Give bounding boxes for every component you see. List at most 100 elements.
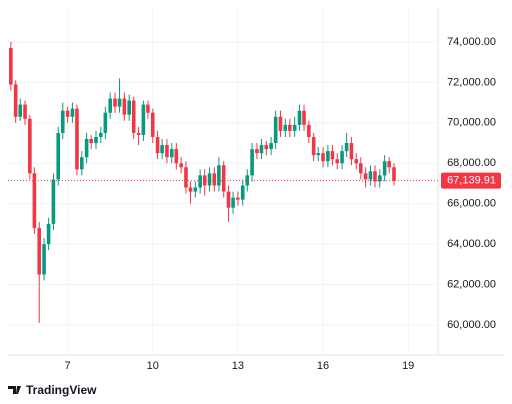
candle-body bbox=[344, 143, 349, 152]
candle-body bbox=[193, 187, 198, 192]
candle-body bbox=[221, 165, 226, 192]
candle-body bbox=[13, 84, 18, 117]
candle-body bbox=[99, 132, 103, 137]
candle-body bbox=[307, 124, 311, 137]
candle-body bbox=[113, 98, 117, 107]
candle-body bbox=[311, 136, 316, 156]
candle-body bbox=[273, 116, 278, 144]
candle-body bbox=[94, 136, 98, 144]
x-tick-label: 16 bbox=[317, 360, 329, 372]
candle-body bbox=[368, 171, 373, 180]
candle-body bbox=[103, 112, 108, 133]
candle-body bbox=[150, 112, 155, 137]
candle-body bbox=[269, 143, 273, 150]
x-tick-label: 10 bbox=[147, 360, 159, 372]
candle-body bbox=[9, 48, 13, 85]
candle-body bbox=[354, 159, 359, 164]
candle-body bbox=[245, 175, 250, 186]
candle-body bbox=[217, 165, 221, 186]
candle-body bbox=[79, 157, 84, 170]
candle-body bbox=[184, 167, 188, 188]
candle-body bbox=[363, 173, 368, 180]
candle-body bbox=[136, 132, 141, 135]
last-price-box bbox=[441, 172, 501, 189]
candle-body bbox=[340, 151, 344, 164]
grid bbox=[8, 8, 438, 355]
candle-body bbox=[28, 118, 32, 174]
logo-icon bbox=[8, 386, 21, 394]
candle-body bbox=[349, 143, 354, 160]
candle-body bbox=[283, 124, 288, 131]
candle-body bbox=[231, 197, 235, 208]
candle-body bbox=[335, 159, 340, 164]
candle-body bbox=[240, 185, 245, 200]
candle-body bbox=[302, 110, 306, 125]
candle-body bbox=[56, 132, 61, 180]
candle-body bbox=[188, 187, 193, 192]
candle-body bbox=[179, 163, 183, 168]
candle-body bbox=[255, 149, 259, 154]
candle-body bbox=[198, 175, 202, 188]
candle-body bbox=[236, 197, 240, 200]
candle-body bbox=[288, 124, 292, 131]
candle-body bbox=[387, 161, 391, 168]
watermark: TradingView bbox=[26, 383, 97, 397]
candle-body bbox=[358, 163, 363, 174]
x-tick-label: 7 bbox=[65, 360, 71, 372]
candle-body bbox=[51, 179, 56, 224]
candle-body bbox=[165, 145, 169, 158]
candle-body bbox=[23, 104, 27, 119]
y-tick-label: 74,000.00 bbox=[447, 36, 496, 48]
candle-body bbox=[42, 244, 46, 275]
x-tick-label: 13 bbox=[232, 360, 244, 372]
candle-body bbox=[174, 149, 179, 164]
candle-body bbox=[297, 110, 302, 125]
candle-body bbox=[32, 173, 37, 228]
candle-body bbox=[250, 149, 254, 176]
candle-body bbox=[226, 191, 231, 208]
candle-body bbox=[207, 173, 212, 186]
logo: TradingView bbox=[8, 383, 97, 397]
candle-body bbox=[46, 223, 51, 245]
candle-body bbox=[330, 151, 335, 160]
candle-body bbox=[65, 110, 70, 117]
candle-body bbox=[212, 173, 217, 186]
candle-body bbox=[373, 171, 377, 182]
candle-body bbox=[316, 153, 321, 156]
candle-body bbox=[321, 153, 325, 162]
y-tick-label: 68,000.00 bbox=[447, 157, 496, 169]
candle-body bbox=[117, 98, 122, 107]
candle-body bbox=[392, 167, 396, 181]
y-tick-label: 60,000.00 bbox=[447, 319, 496, 331]
candle-body bbox=[127, 100, 131, 115]
candle-body bbox=[75, 108, 79, 170]
candle-body bbox=[160, 145, 164, 154]
candle-body bbox=[155, 136, 160, 154]
candle-body bbox=[382, 161, 387, 176]
candle-body bbox=[292, 124, 297, 131]
candle-body bbox=[18, 104, 23, 117]
y-tick-label: 70,000.00 bbox=[447, 117, 496, 129]
candle-body bbox=[89, 138, 93, 144]
candle-body bbox=[108, 98, 112, 113]
candle-body bbox=[131, 100, 136, 133]
y-tick-label: 72,000.00 bbox=[447, 76, 496, 88]
candle-body bbox=[259, 145, 264, 154]
last-price-label: 67,139.91 bbox=[447, 175, 496, 187]
candle-body bbox=[169, 149, 174, 158]
candle-body bbox=[378, 175, 382, 182]
y-tick-label: 64,000.00 bbox=[447, 238, 496, 250]
candle-body bbox=[84, 138, 89, 158]
candle-body bbox=[326, 151, 330, 162]
candle-body bbox=[202, 175, 207, 186]
x-tick-label: 19 bbox=[402, 360, 414, 372]
candle-body bbox=[278, 116, 283, 131]
candle-body bbox=[60, 110, 65, 133]
candles bbox=[9, 41, 396, 323]
candle-body bbox=[70, 108, 75, 117]
candle-body bbox=[37, 227, 42, 275]
candle-body bbox=[264, 145, 269, 150]
candle-body bbox=[122, 98, 127, 115]
